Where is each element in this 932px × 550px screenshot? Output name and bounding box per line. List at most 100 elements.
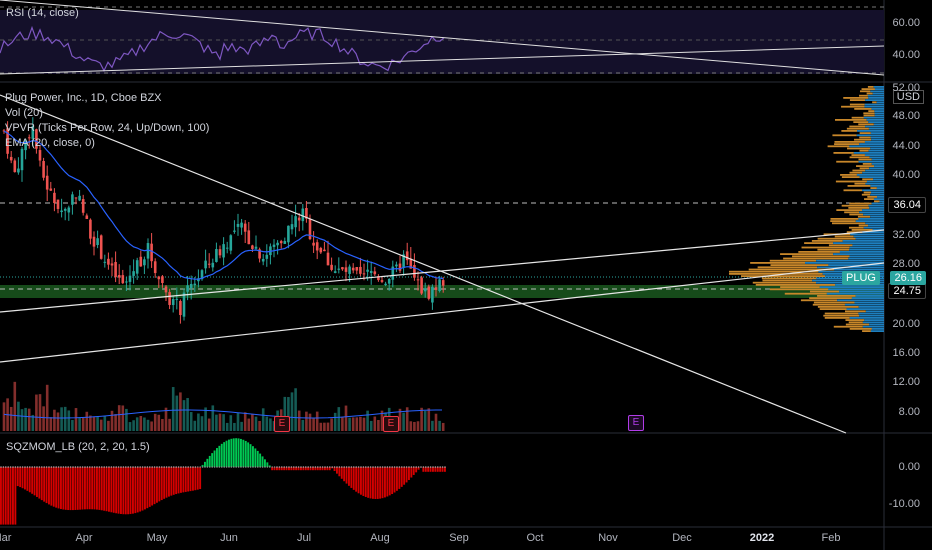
- vpvr-row: [859, 94, 868, 97]
- volume-bar: [17, 401, 20, 431]
- sqz-bar: [381, 467, 384, 499]
- sqz-dot: [213, 466, 216, 468]
- sqz-dot: [101, 466, 103, 468]
- sqz-dot: [151, 466, 153, 468]
- sqz-dot: [225, 466, 228, 468]
- vpvr-row: [863, 226, 884, 229]
- vpvr-row: [783, 257, 849, 260]
- sqz-dot: [48, 466, 50, 468]
- candle-body: [96, 238, 99, 245]
- vpvr-row: [748, 268, 835, 271]
- sqz-dot: [36, 466, 38, 468]
- sqz-dot: [377, 466, 379, 468]
- sqz-bar: [292, 467, 295, 471]
- vpvr-row: [849, 156, 870, 159]
- sqz-dot: [372, 466, 374, 468]
- ema-indicator-label[interactable]: EMA (20, close, 0): [5, 137, 95, 149]
- sqz-dot: [369, 466, 372, 468]
- sqz-dot: [86, 466, 89, 468]
- candle-body: [301, 208, 305, 222]
- volume-indicator-label[interactable]: Vol (20): [5, 107, 43, 119]
- sqz-dot: [295, 466, 298, 468]
- sqz-dot: [398, 466, 401, 468]
- uptrend-line: [0, 262, 885, 363]
- rsi-tick: 40.00: [892, 49, 920, 61]
- candle-body: [99, 235, 103, 259]
- vpvr-row: [874, 110, 884, 112]
- sqz-bar: [312, 467, 314, 471]
- vpvr-row: [868, 121, 884, 123]
- sqz-dot: [309, 466, 312, 468]
- candle-body: [243, 223, 247, 232]
- vpvr-row: [843, 189, 863, 192]
- candle-body: [305, 208, 308, 219]
- sqz-dot: [427, 466, 430, 468]
- volume-bar: [215, 414, 218, 431]
- vpvr-row: [858, 312, 884, 315]
- sqz-dot: [189, 466, 192, 468]
- volume-bar: [110, 410, 114, 431]
- vpvr-row: [858, 158, 872, 161]
- rsi-line: [0, 25, 445, 73]
- candle-body: [189, 283, 193, 289]
- currency-label[interactable]: USD: [892, 90, 924, 104]
- volume-bar: [63, 406, 67, 431]
- symbol-title[interactable]: Plug Power, Inc., 1D, Cboe BZX: [5, 92, 162, 104]
- vpvr-row: [869, 207, 884, 209]
- sqz-dot: [391, 466, 394, 468]
- volume-bar: [254, 416, 258, 431]
- rsi-indicator-label[interactable]: RSI (14, close): [6, 7, 79, 19]
- sqz-dot: [278, 466, 281, 468]
- candle-body: [431, 286, 434, 303]
- sqz-bar: [182, 467, 185, 493]
- sqz-bar: [175, 467, 178, 495]
- vpvr-row: [833, 242, 884, 244]
- sqz-bar: [247, 442, 250, 467]
- sqz-bar: [16, 467, 19, 487]
- vpvr-row: [831, 222, 866, 225]
- vpvr-row: [849, 99, 866, 101]
- vpvr-row: [874, 114, 884, 117]
- time-tick: May: [146, 532, 168, 544]
- sqz-dot: [14, 466, 17, 468]
- vpvr-row: [862, 330, 871, 332]
- sqz-bar: [134, 467, 137, 514]
- earnings-marker[interactable]: E: [274, 416, 290, 432]
- vpvr-row: [834, 235, 854, 238]
- sqz-bar: [43, 467, 46, 502]
- sqzmom-indicator-label[interactable]: SQZMOM_LB (20, 2, 20, 1.5): [6, 441, 150, 453]
- candle-body: [17, 168, 20, 173]
- earnings-marker-upcoming[interactable]: E: [628, 415, 644, 431]
- volume-bar: [71, 419, 74, 431]
- sqz-bar: [156, 467, 158, 503]
- sqz-dot: [69, 466, 72, 468]
- vpvr-row: [865, 99, 884, 101]
- sqz-dot: [57, 466, 60, 468]
- volume-bar: [114, 414, 117, 431]
- earnings-marker[interactable]: E: [383, 416, 399, 432]
- sqz-dot: [65, 466, 67, 468]
- vpvr-row: [847, 185, 871, 187]
- sqz-bar: [434, 467, 437, 472]
- sqz-bar: [376, 467, 379, 499]
- sqz-bar: [100, 467, 103, 511]
- sqz-dot: [81, 466, 84, 468]
- candle-body: [150, 243, 153, 262]
- sqz-dot: [434, 466, 437, 468]
- sqz-bar: [307, 467, 310, 471]
- vpvr-row: [869, 156, 884, 159]
- vpvr-row: [871, 158, 884, 161]
- volume-bar: [182, 400, 186, 431]
- candle-body: [420, 277, 423, 294]
- vpvr-row: [761, 277, 817, 280]
- sqz-dot: [96, 466, 98, 468]
- sqz-dot: [129, 466, 132, 468]
- candle-body: [103, 261, 107, 263]
- volume-bar: [38, 394, 42, 431]
- vpvr-row: [871, 328, 884, 330]
- volume-bar: [441, 422, 445, 431]
- vpvr-indicator-label[interactable]: VPVR (Ticks Per Row, 24, Up/Down, 100): [5, 122, 210, 134]
- vpvr-row: [848, 321, 863, 324]
- volume-bar: [164, 407, 168, 431]
